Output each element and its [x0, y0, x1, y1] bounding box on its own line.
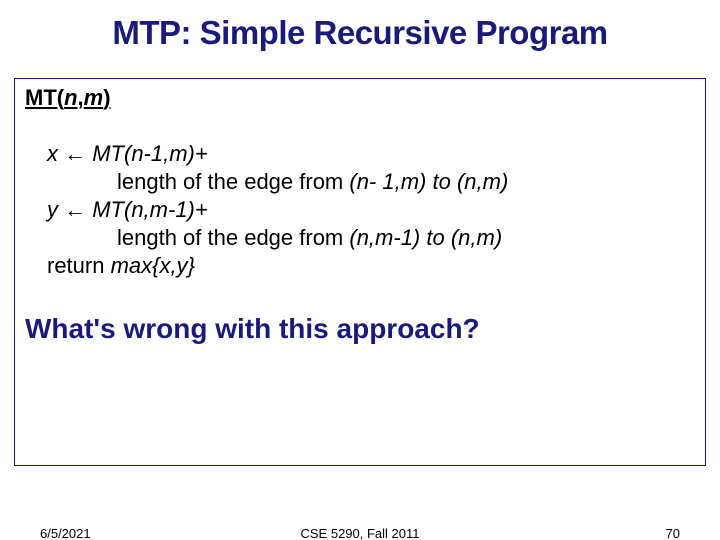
y-call: MT(n,m-1)+	[92, 197, 208, 222]
args-close: )	[103, 85, 110, 110]
pseudocode-body: x ← MT(n-1,m)+ length of the edge from (…	[47, 141, 695, 279]
args-open: (	[57, 85, 64, 110]
arrow-1: ←	[58, 141, 92, 166]
slide-title: MTP: Simple Recursive Program	[0, 14, 720, 52]
footer-course: CSE 5290, Fall 2011	[0, 526, 720, 540]
to-1: to	[426, 169, 457, 194]
func-name: MT	[25, 85, 57, 110]
x-var: x	[47, 141, 58, 166]
arrow-2: ←	[58, 197, 92, 222]
arg-n: n	[64, 85, 77, 110]
to-2: to	[420, 225, 451, 250]
line-x-edge: length of the edge from (n- 1,m) to (n,m…	[117, 169, 695, 195]
return-word: return	[47, 253, 111, 278]
content-box: MT(n,m) x ← MT(n-1,m)+ length of the edg…	[14, 78, 706, 466]
edge-prefix-1: length of the edge from	[117, 169, 349, 194]
edge2-to: (n,m)	[451, 225, 502, 250]
x-call: MT(n-1,m)+	[92, 141, 208, 166]
edge-prefix-2: length of the edge from	[117, 225, 349, 250]
question-text: What's wrong with this approach?	[25, 313, 695, 345]
line-y-assign: y ← MT(n,m-1)+	[47, 197, 695, 223]
edge1-to: (n,m)	[457, 169, 508, 194]
arg-m: m	[84, 85, 104, 110]
footer-page: 70	[666, 526, 680, 540]
line-y-edge: length of the edge from (n,m-1) to (n,m)	[117, 225, 695, 251]
slide: MTP: Simple Recursive Program MT(n,m) x …	[0, 0, 720, 540]
function-header: MT(n,m)	[25, 85, 695, 111]
line-x-assign: x ← MT(n-1,m)+	[47, 141, 695, 167]
edge2-from: (n,m-1)	[349, 225, 420, 250]
line-return: return max{x,y}	[47, 253, 695, 279]
return-expr: max{x,y}	[111, 253, 195, 278]
edge1-from: (n- 1,m)	[349, 169, 426, 194]
y-var: y	[47, 197, 58, 222]
